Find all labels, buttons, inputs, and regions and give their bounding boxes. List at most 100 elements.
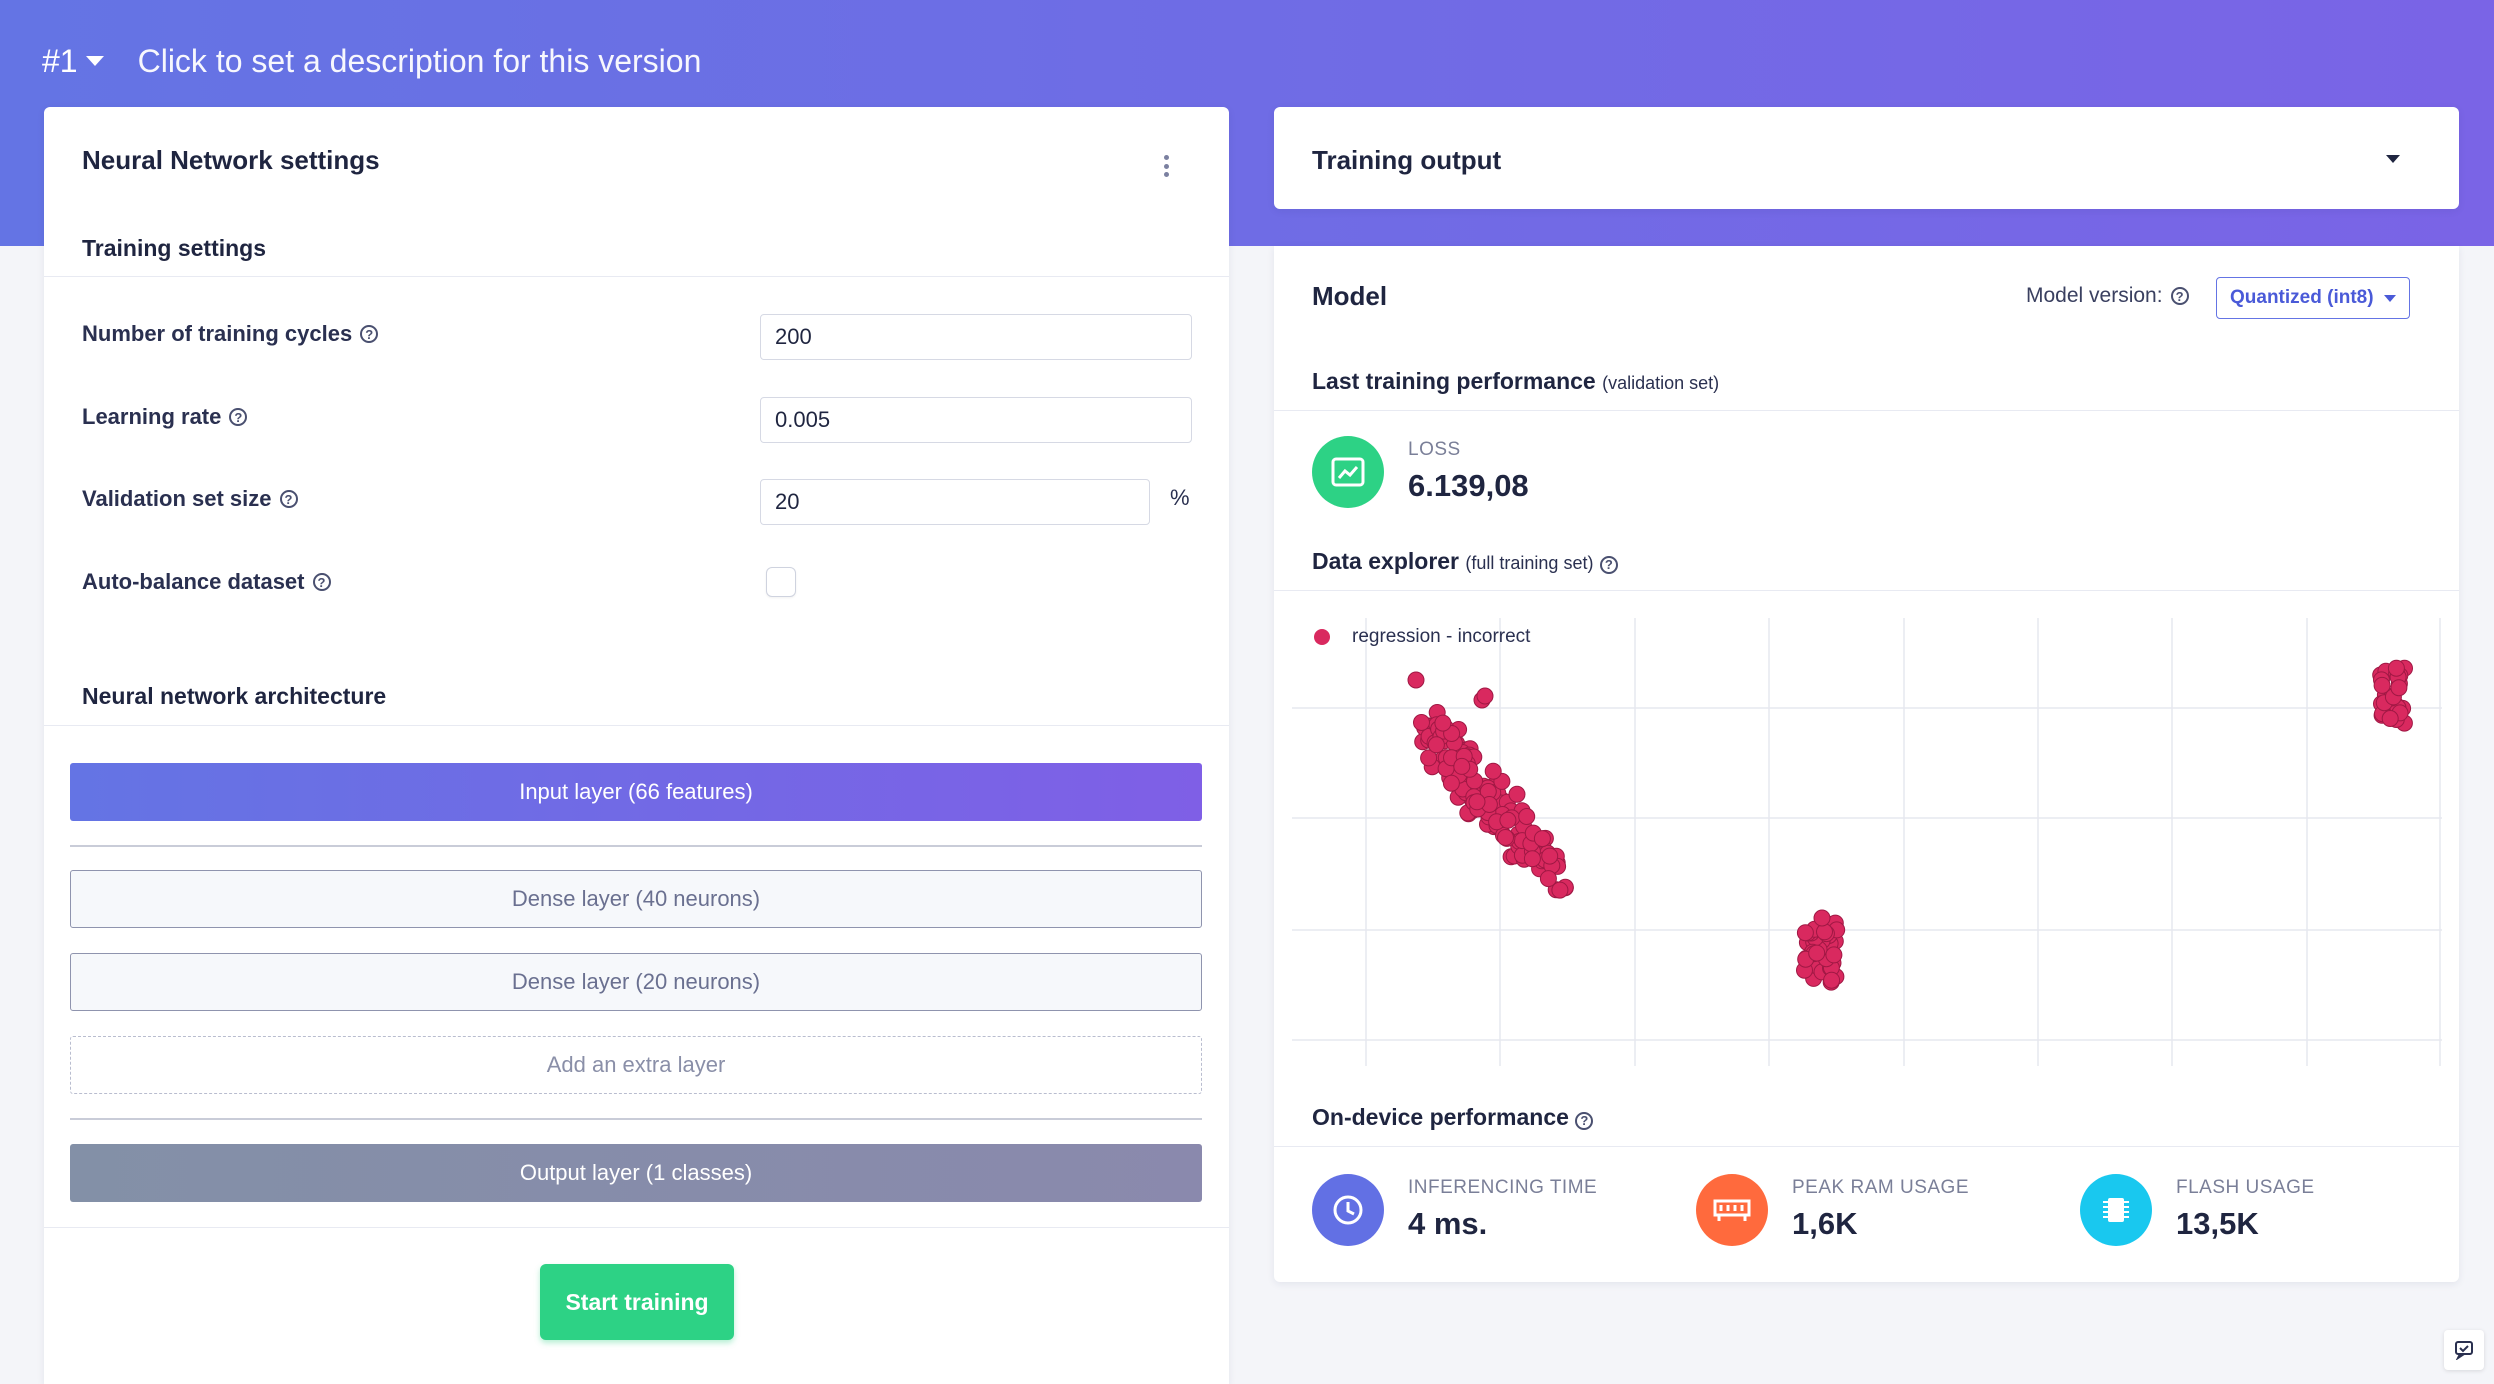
layer-separator bbox=[70, 1118, 1202, 1120]
data-point[interactable] bbox=[1539, 870, 1557, 888]
inferencing-label: INFERENCING TIME bbox=[1408, 1177, 1598, 1198]
last-performance-title: Last training performance (validation se… bbox=[1312, 368, 1720, 394]
training-output-title: Training output bbox=[1312, 145, 1502, 175]
data-point[interactable] bbox=[1476, 687, 1494, 705]
data-point[interactable] bbox=[1420, 749, 1438, 767]
data-point[interactable] bbox=[1468, 793, 1486, 811]
data-point[interactable] bbox=[1518, 808, 1536, 825]
architecture-title: Neural network architecture bbox=[82, 683, 387, 709]
validation-input[interactable] bbox=[760, 479, 1150, 525]
data-point[interactable] bbox=[1523, 850, 1541, 868]
help-icon[interactable]: ? bbox=[229, 408, 248, 426]
ram-value: 1,6K bbox=[1792, 1206, 1858, 1241]
data-point[interactable] bbox=[1551, 881, 1569, 899]
data-point[interactable] bbox=[2390, 679, 2408, 697]
memory-icon bbox=[1696, 1174, 1768, 1246]
data-point[interactable] bbox=[1823, 971, 1841, 989]
data-point[interactable] bbox=[1508, 785, 1526, 803]
divider bbox=[1274, 590, 2459, 591]
data-point[interactable] bbox=[1796, 924, 1814, 942]
data-point[interactable] bbox=[1484, 762, 1502, 780]
auto-balance-label: Auto-balance dataset? bbox=[82, 569, 331, 595]
data-point[interactable] bbox=[2381, 710, 2399, 727]
input-layer[interactable]: Input layer (66 features) bbox=[70, 763, 1202, 821]
help-icon[interactable]: ? bbox=[312, 573, 331, 591]
help-icon[interactable]: ? bbox=[2170, 287, 2189, 305]
divider bbox=[44, 276, 1229, 277]
legend-dot bbox=[1314, 629, 1330, 645]
feedback-icon[interactable] bbox=[2444, 1330, 2484, 1370]
model-version-value: Quantized (int8) bbox=[2230, 287, 2374, 308]
divider bbox=[1274, 410, 2459, 411]
legend-label: regression - incorrect bbox=[1352, 626, 1531, 647]
data-point[interactable] bbox=[1497, 829, 1514, 846]
auto-balance-row: Auto-balance dataset? bbox=[82, 569, 331, 595]
validation-label: Validation set size? bbox=[82, 486, 298, 512]
learning-rate-input[interactable] bbox=[760, 397, 1192, 443]
help-icon[interactable]: ? bbox=[1575, 1111, 1594, 1130]
cycles-row: Number of training cycles? bbox=[82, 321, 379, 347]
data-point[interactable] bbox=[1413, 714, 1430, 731]
auto-balance-checkbox[interactable] bbox=[766, 567, 796, 597]
divider bbox=[1274, 1146, 2459, 1147]
model-version-select[interactable]: Quantized (int8) bbox=[2216, 277, 2410, 319]
chevron-down-icon bbox=[2383, 294, 2396, 302]
chip-icon bbox=[2080, 1174, 2152, 1246]
training-settings-title: Training settings bbox=[82, 235, 267, 261]
divider bbox=[44, 1227, 1229, 1228]
loss-value: 6.139,08 bbox=[1408, 468, 1529, 503]
chart-up-icon bbox=[1312, 436, 1384, 508]
card-title: Neural Network settings bbox=[82, 145, 380, 175]
data-point[interactable] bbox=[1533, 830, 1551, 848]
data-point[interactable] bbox=[2387, 659, 2405, 677]
model-title: Model bbox=[1312, 281, 1388, 311]
clock-icon bbox=[1312, 1174, 1384, 1246]
model-version-label: Model version:? bbox=[2026, 284, 2189, 308]
loss-label: LOSS bbox=[1408, 439, 1461, 460]
add-layer-button[interactable]: Add an extra layer bbox=[70, 1036, 1202, 1094]
start-training-button[interactable]: Start training bbox=[540, 1264, 734, 1340]
more-options-icon[interactable] bbox=[1164, 155, 1170, 177]
training-output-card[interactable]: Training output bbox=[1274, 107, 2459, 209]
ram-label: PEAK RAM USAGE bbox=[1792, 1177, 1969, 1198]
on-device-title: On-device performance ? bbox=[1312, 1104, 1594, 1131]
version-selector[interactable]: #1 bbox=[42, 43, 104, 80]
model-card: Model Model version:? Quantized (int8) L… bbox=[1274, 246, 2459, 1282]
data-point[interactable] bbox=[1453, 757, 1471, 775]
data-point[interactable] bbox=[1816, 923, 1833, 941]
data-point[interactable] bbox=[1434, 714, 1452, 732]
divider bbox=[44, 725, 1229, 726]
nn-settings-card: Neural Network settings Training setting… bbox=[44, 107, 1229, 1384]
dense-layer-40[interactable]: Dense layer (40 neurons) bbox=[70, 870, 1202, 928]
data-point[interactable] bbox=[1808, 944, 1826, 962]
help-icon[interactable]: ? bbox=[360, 325, 379, 343]
data-point[interactable] bbox=[1813, 909, 1831, 927]
chevron-down-icon bbox=[85, 56, 104, 66]
version-number: #1 bbox=[42, 42, 78, 79]
help-icon[interactable]: ? bbox=[279, 490, 298, 508]
version-bar: #1 Click to set a description for this v… bbox=[42, 36, 701, 86]
dense-layer-20[interactable]: Dense layer (20 neurons) bbox=[70, 953, 1202, 1011]
data-point[interactable] bbox=[2373, 676, 2391, 694]
chevron-down-icon[interactable] bbox=[2386, 155, 2400, 163]
data-point[interactable] bbox=[1541, 847, 1559, 865]
data-explorer-chart[interactable] bbox=[1292, 618, 2442, 1066]
inferencing-value: 4 ms. bbox=[1408, 1206, 1488, 1241]
cycles-label: Number of training cycles? bbox=[82, 321, 379, 347]
layer-separator bbox=[70, 845, 1202, 847]
help-icon[interactable]: ? bbox=[1599, 555, 1618, 574]
data-point[interactable] bbox=[1427, 736, 1445, 754]
chart-legend: regression - incorrect bbox=[1314, 626, 1530, 648]
data-point[interactable] bbox=[1442, 774, 1460, 792]
output-layer[interactable]: Output layer (1 classes) bbox=[70, 1144, 1202, 1202]
data-point[interactable] bbox=[1407, 671, 1425, 689]
learning-rate-label: Learning rate? bbox=[82, 404, 248, 430]
data-explorer-title: Data explorer (full training set) ? bbox=[1312, 548, 1618, 575]
flash-label: FLASH USAGE bbox=[2176, 1177, 2315, 1198]
data-point[interactable] bbox=[1825, 946, 1843, 964]
percent-unit: % bbox=[1170, 485, 1190, 510]
flash-value: 13,5K bbox=[2176, 1206, 2259, 1241]
cycles-input[interactable] bbox=[760, 314, 1192, 360]
version-description[interactable]: Click to set a description for this vers… bbox=[137, 42, 702, 79]
data-point[interactable] bbox=[1499, 811, 1517, 829]
